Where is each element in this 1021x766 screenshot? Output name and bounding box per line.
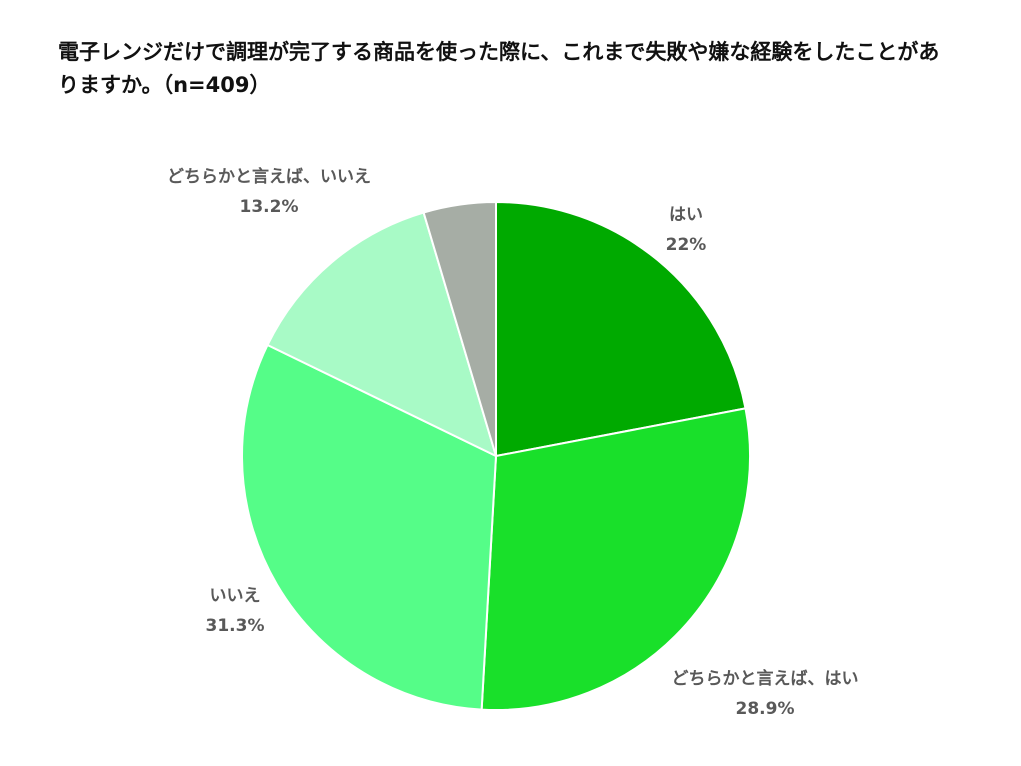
slice-label-somewhat-no: どちらかと言えば、いいえ	[167, 166, 371, 187]
pie-slices	[242, 202, 750, 710]
slice-label-somewhat-yes: どちらかと言えば、はい	[672, 668, 859, 689]
slice-value-somewhat-no: 13.2%	[240, 197, 299, 217]
slice-value-yes: 22%	[666, 235, 707, 255]
slice-label-yes: はい	[669, 205, 703, 225]
pie-slice-somewhat-yes	[482, 408, 750, 710]
slice-value-no: 31.3%	[206, 616, 265, 636]
slice-label-no: いいえ	[210, 586, 261, 606]
slice-value-somewhat-yes: 28.9%	[736, 699, 795, 719]
